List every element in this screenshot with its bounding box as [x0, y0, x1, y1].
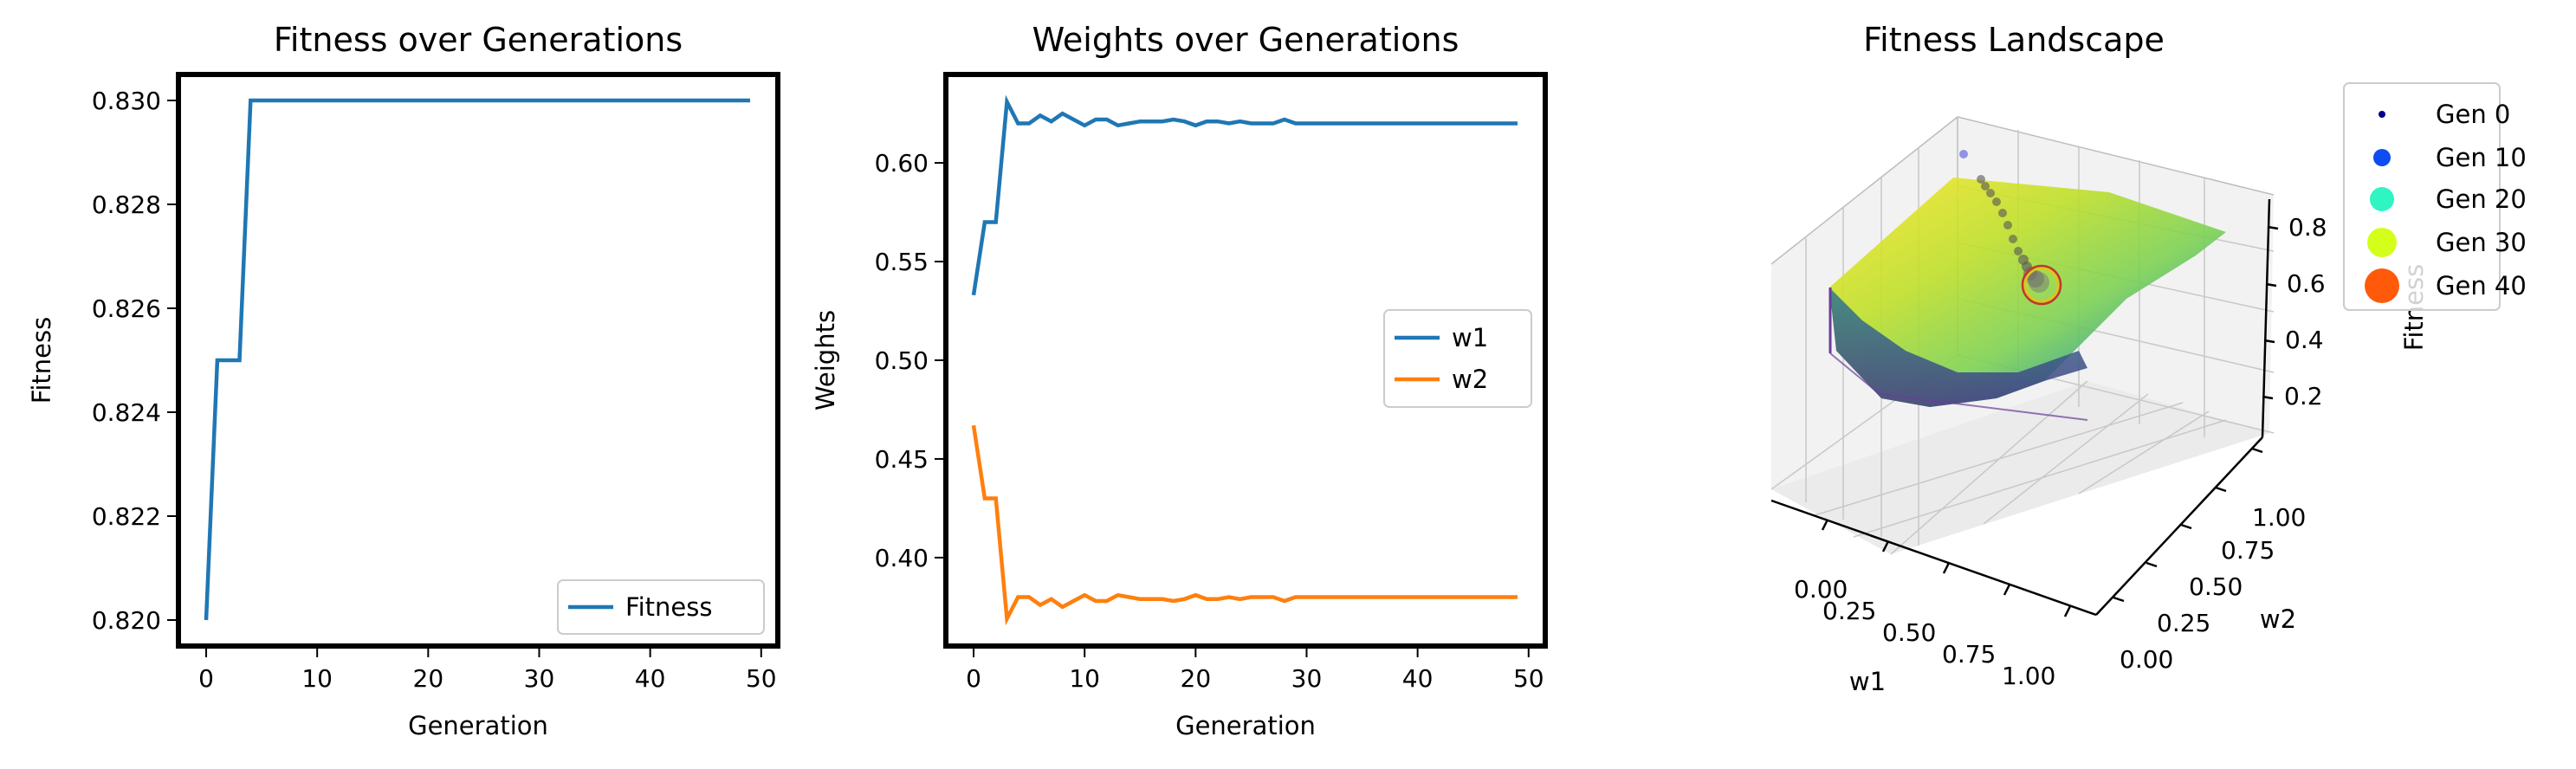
- trajectory-point: [1998, 209, 2007, 217]
- weights-chart-xtick-label: 40: [1402, 664, 1434, 693]
- fitness-chart-lines: [204, 98, 750, 621]
- trajectory-point: [2014, 247, 2023, 255]
- w1-axis-label: w1: [1849, 667, 1886, 696]
- fitness-chart-xtick-label: 50: [746, 664, 777, 693]
- weights-chart: Weights over Generations 0 10 20 30 40 50 0.40…: [811, 21, 1548, 740]
- weights-chart-xtick-label: 50: [1513, 664, 1544, 693]
- weights-chart-xlabel: Generation: [1175, 711, 1316, 740]
- fitness-chart-title: Fitness over Generations: [274, 21, 683, 59]
- fitness-chart-series-fitness: [204, 98, 750, 621]
- weights-chart-ytick-label: 0.50: [875, 346, 929, 375]
- w1-tick-0: 0.00: [1794, 575, 1848, 604]
- fitness-chart: Fitness over Generations 0 10 20 30 40 50 0.82…: [27, 21, 780, 740]
- weights-chart-ytick-label: 0.60: [875, 149, 929, 178]
- fitness-tick-3: 0.8: [2288, 213, 2327, 242]
- legend-label-gen30: Gen 30: [2436, 228, 2527, 257]
- legend-label-gen20: Gen 20: [2436, 184, 2527, 214]
- fitness-chart-ytick-label: 0.824: [92, 398, 161, 427]
- trajectory-point-gen30: [2023, 267, 2060, 303]
- trajectory-point-gen40: [2021, 264, 2062, 306]
- fitness-chart-xlabel: Generation: [408, 711, 548, 740]
- trajectory-point: [1981, 182, 1990, 191]
- landscape-surface-wall: [1829, 288, 2087, 407]
- w2-tick-1: 0.25: [2157, 609, 2210, 637]
- weights-chart-ytick-label: 0.55: [875, 248, 929, 276]
- landscape-floor-pane: [1771, 381, 2269, 554]
- w1-tick-3: 0.75: [1942, 640, 1996, 669]
- fitness-tick-0: 0.2: [2284, 382, 2323, 410]
- w2-axis-label: w2: [2260, 604, 2296, 634]
- weights-chart-xtick-label: 10: [1069, 664, 1100, 693]
- fitness-chart-xtick-label: 30: [524, 664, 555, 693]
- landscape-tick-labels: 0.00 0.25 0.50 0.75 1.00 0.00 0.25 0.50 …: [1794, 213, 2327, 690]
- landscape-trajectory: [1959, 150, 2062, 306]
- legend-label-gen0: Gen 0: [2436, 100, 2510, 129]
- legend-label-fitness: Fitness: [625, 592, 712, 622]
- fitness-landscape-chart: Fitness Landscape: [1770, 21, 2527, 696]
- fitness-chart-ytick-label: 0.828: [92, 191, 161, 219]
- trajectory-point: [1992, 197, 2001, 206]
- landscape-legend: Gen 0 Gen 10 Gen 20 Gen 30 Gen 40: [2343, 82, 2527, 311]
- trajectory-point: [2029, 272, 2049, 293]
- landscape-surface-bottom: [1829, 352, 2088, 421]
- weights-chart-xtick-label: 0: [966, 664, 981, 693]
- w2-tick-2: 0.50: [2189, 572, 2243, 601]
- fitness-legend-box: [557, 579, 765, 635]
- legend-marker-gen0: [2379, 111, 2385, 118]
- weights-chart-lines: [971, 94, 1518, 626]
- legend-label-gen10: Gen 10: [2436, 143, 2527, 172]
- fitness-chart-ytick-label: 0.830: [92, 87, 161, 115]
- legend-marker-gen40: [2365, 268, 2399, 303]
- w2-tick-3: 0.75: [2221, 536, 2275, 565]
- trajectory-point: [1977, 175, 1985, 184]
- weights-chart-series-w1: [971, 94, 1518, 296]
- fitness-tick-1: 0.4: [2285, 326, 2324, 354]
- weights-chart-frame: [943, 72, 1548, 649]
- landscape-chart-title: Fitness Landscape: [1863, 21, 2165, 59]
- weights-chart-ylabel: Weights: [811, 310, 840, 410]
- weights-legend-box: [1383, 309, 1532, 408]
- trajectory-point: [2003, 221, 2012, 229]
- fitness-chart-xtick-label: 20: [413, 664, 444, 693]
- fitness-chart-xtick-label: 40: [635, 664, 666, 693]
- legend-marker-gen10: [2373, 149, 2391, 166]
- weights-chart-ytick-label: 0.45: [875, 445, 929, 474]
- w1-axis-line: [1770, 499, 2097, 617]
- fitness-chart-ytick-label: 0.826: [92, 294, 161, 323]
- weights-chart-series-w2: [971, 424, 1518, 626]
- legend-label-w2: w2: [1452, 365, 1488, 394]
- trajectory-point: [2009, 235, 2017, 243]
- legend-label-gen40: Gen 40: [2436, 271, 2527, 300]
- weights-chart-xtick-label: 20: [1181, 664, 1212, 693]
- weights-chart-title: Weights over Generations: [1032, 21, 1460, 59]
- landscape-axes: [1770, 198, 2279, 617]
- fitness-chart-frame: [176, 72, 780, 649]
- w2-tick-4: 1.00: [2252, 503, 2306, 532]
- fitness-chart-ytick-label: 0.820: [92, 606, 161, 635]
- fitness-chart-xtick-label: 0: [198, 664, 214, 693]
- fitness-tick-2: 0.6: [2287, 269, 2326, 298]
- legend-marker-gen20: [2370, 187, 2394, 211]
- weights-chart-legend: w1 w2: [1383, 309, 1532, 408]
- legend-marker-gen30: [2367, 228, 2397, 257]
- legend-label-w1: w1: [1452, 323, 1488, 352]
- weights-chart-ytick-label: 0.40: [875, 544, 929, 572]
- w1-tick-1: 0.25: [1822, 597, 1876, 625]
- trajectory-point-gen0: [1959, 150, 1968, 158]
- trajectory-point: [1986, 189, 1995, 197]
- w2-axis-line: [2095, 436, 2263, 616]
- fitness-chart-ylabel: Fitness: [27, 317, 56, 404]
- fitness-chart-ytick-label: 0.822: [92, 502, 161, 531]
- fitness-chart-ticks: 0 10 20 30 40 50 0.820 0.822 0.824 0.826 0.828 0.83…: [92, 87, 777, 693]
- w1-tick-2: 0.50: [1882, 618, 1936, 647]
- fitness-chart-xtick-label: 10: [301, 664, 333, 693]
- fitness-chart-legend: Fitness: [557, 579, 765, 635]
- w2-tick-0: 0.00: [2120, 645, 2173, 674]
- w1-tick-4: 1.00: [2002, 662, 2055, 690]
- weights-chart-xtick-label: 30: [1291, 664, 1323, 693]
- weights-chart-ticks: 0 10 20 30 40 50 0.40 0.45 0.50 0.55 0.60: [875, 149, 1544, 693]
